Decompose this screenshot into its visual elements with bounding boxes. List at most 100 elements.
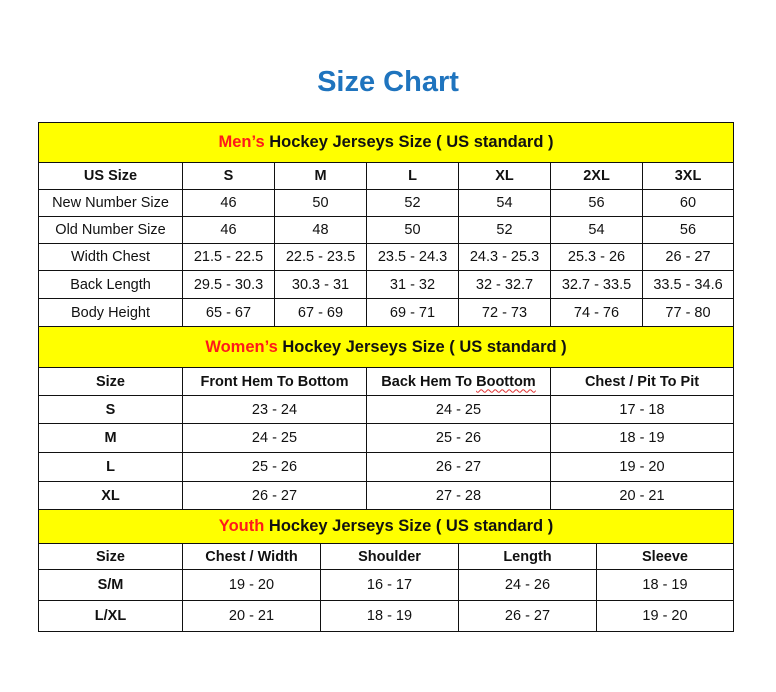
table-cell: 54 (458, 189, 551, 217)
table-cell: 77 - 80 (642, 298, 734, 327)
column-header: Size (38, 367, 183, 396)
women-size-table: Women’s Hockey Jerseys Size ( US standar… (38, 326, 734, 510)
column-header: Front Hem To Bottom (182, 367, 367, 396)
table-cell: 46 (182, 189, 275, 217)
women-header-accent: Women’s (205, 337, 278, 356)
table-cell: 32.7 - 33.5 (550, 270, 643, 299)
column-header-text: Back Hem To Boottom (381, 373, 536, 390)
column-header-text: Shoulder (358, 548, 421, 565)
men-section-header: Men’s Hockey Jerseys Size ( US standard … (38, 122, 734, 163)
table-row: Body Height 65 - 67 67 - 69 69 - 71 72 - 73 7… (38, 298, 734, 327)
table-cell: 50 (366, 216, 459, 244)
table-cell: 60 (642, 189, 734, 217)
table-cell: 26 - 27 (642, 243, 734, 271)
youth-size-table: Youth Hockey Jerseys Size ( US standard … (38, 509, 734, 632)
table-cell: 50 (274, 189, 367, 217)
table-cell: 24 - 25 (366, 395, 551, 424)
table-cell: 27 - 28 (366, 481, 551, 510)
table-cell: 52 (366, 189, 459, 217)
table-cell: 18 - 19 (596, 569, 734, 601)
column-header-text: Chest / Pit To Pit (584, 373, 700, 390)
column-header: L (366, 162, 459, 190)
table-cell: 20 - 21 (182, 600, 321, 632)
row-label: Old Number Size (38, 216, 183, 244)
table-cell: 22.5 - 23.5 (274, 243, 367, 271)
table-cell: 19 - 20 (596, 600, 734, 632)
column-header: Size (38, 543, 183, 570)
table-cell: 56 (550, 189, 643, 217)
table-row: XL 26 - 27 27 - 28 20 - 21 (38, 481, 734, 510)
row-label: M (38, 423, 183, 453)
youth-column-header-row: Size Chest / Width Shoulder Length Sleeve (38, 543, 734, 570)
column-header-text: 3XL (674, 168, 702, 184)
table-cell: 72 - 73 (458, 298, 551, 327)
column-header-text: Length (503, 548, 552, 565)
women-column-header-row: Size Front Hem To Bottom Back Hem To Boott… (38, 367, 734, 396)
column-header: 2XL (550, 162, 643, 190)
page-title: Size Chart (317, 66, 459, 98)
table-cell: 33.5 - 34.6 (642, 270, 734, 299)
column-header: Back Hem To Boottom (366, 367, 551, 396)
youth-header-text: Hockey Jerseys Size ( US standard ) (264, 517, 554, 535)
table-cell: 69 - 71 (366, 298, 459, 327)
table-cell: 24 - 25 (182, 423, 367, 453)
table-cell: 31 - 32 (366, 270, 459, 299)
column-header-text: XL (495, 168, 514, 184)
table-cell: 26 - 27 (182, 481, 367, 510)
table-row: L/XL 20 - 21 18 - 19 26 - 27 19 - 20 (38, 600, 734, 632)
row-label: Width Chest (38, 243, 183, 271)
spellcheck-underline: Boottom (476, 373, 536, 390)
table-cell: 20 - 21 (550, 481, 734, 510)
women-section-header: Women’s Hockey Jerseys Size ( US standar… (38, 326, 734, 368)
table-cell: 24 - 26 (458, 569, 597, 601)
table-cell: 26 - 27 (458, 600, 597, 632)
table-cell: 52 (458, 216, 551, 244)
table-row: Old Number Size 46 48 50 52 54 56 (38, 216, 734, 244)
women-header-text: Hockey Jerseys Size ( US standard ) (277, 337, 567, 356)
table-cell: 48 (274, 216, 367, 244)
table-cell: 29.5 - 30.3 (182, 270, 275, 299)
table-cell: 26 - 27 (366, 452, 551, 482)
column-header: Chest / Pit To Pit (550, 367, 734, 396)
table-cell: 17 - 18 (550, 395, 734, 424)
men-size-table: Men’s Hockey Jerseys Size ( US standard … (38, 122, 734, 327)
table-row: M 24 - 25 25 - 26 18 - 19 (38, 423, 734, 453)
table-cell: 18 - 19 (320, 600, 459, 632)
table-cell: 18 - 19 (550, 423, 734, 453)
column-header-text: Sleeve (642, 548, 688, 565)
column-header-text: US Size (83, 168, 138, 184)
column-header-text: L (408, 168, 417, 184)
table-cell: 24.3 - 25.3 (458, 243, 551, 271)
row-label: Back Length (38, 270, 183, 299)
men-header-text: Hockey Jerseys Size ( US standard ) (264, 133, 554, 151)
table-cell: 23 - 24 (182, 395, 367, 424)
table-cell: 21.5 - 22.5 (182, 243, 275, 271)
table-cell: 23.5 - 24.3 (366, 243, 459, 271)
table-row: S/M 19 - 20 16 - 17 24 - 26 18 - 19 (38, 569, 734, 601)
table-cell: 56 (642, 216, 734, 244)
row-label: S (38, 395, 183, 424)
row-label: L (38, 452, 183, 482)
column-header-text: Front Hem To Bottom (200, 373, 349, 390)
table-cell: 74 - 76 (550, 298, 643, 327)
table-row: L 25 - 26 26 - 27 19 - 20 (38, 452, 734, 482)
table-cell: 46 (182, 216, 275, 244)
column-header: S (182, 162, 275, 190)
table-row: S 23 - 24 24 - 25 17 - 18 (38, 395, 734, 424)
row-label: L/XL (38, 600, 183, 632)
row-label: XL (38, 481, 183, 510)
table-cell: 30.3 - 31 (274, 270, 367, 299)
column-header-text: M (314, 168, 327, 184)
column-header: Length (458, 543, 597, 570)
table-cell: 25 - 26 (366, 423, 551, 453)
column-header: M (274, 162, 367, 190)
table-cell: 54 (550, 216, 643, 244)
table-cell: 25.3 - 26 (550, 243, 643, 271)
table-cell: 25 - 26 (182, 452, 367, 482)
column-header-text: 2XL (583, 168, 610, 184)
table-cell: 19 - 20 (182, 569, 321, 601)
youth-section-header: Youth Hockey Jerseys Size ( US standard … (38, 509, 734, 544)
men-column-header-row: US Size S M L XL 2XL 3XL (38, 162, 734, 190)
men-header-accent: Men’s (218, 133, 265, 151)
table-cell: 67 - 69 (274, 298, 367, 327)
